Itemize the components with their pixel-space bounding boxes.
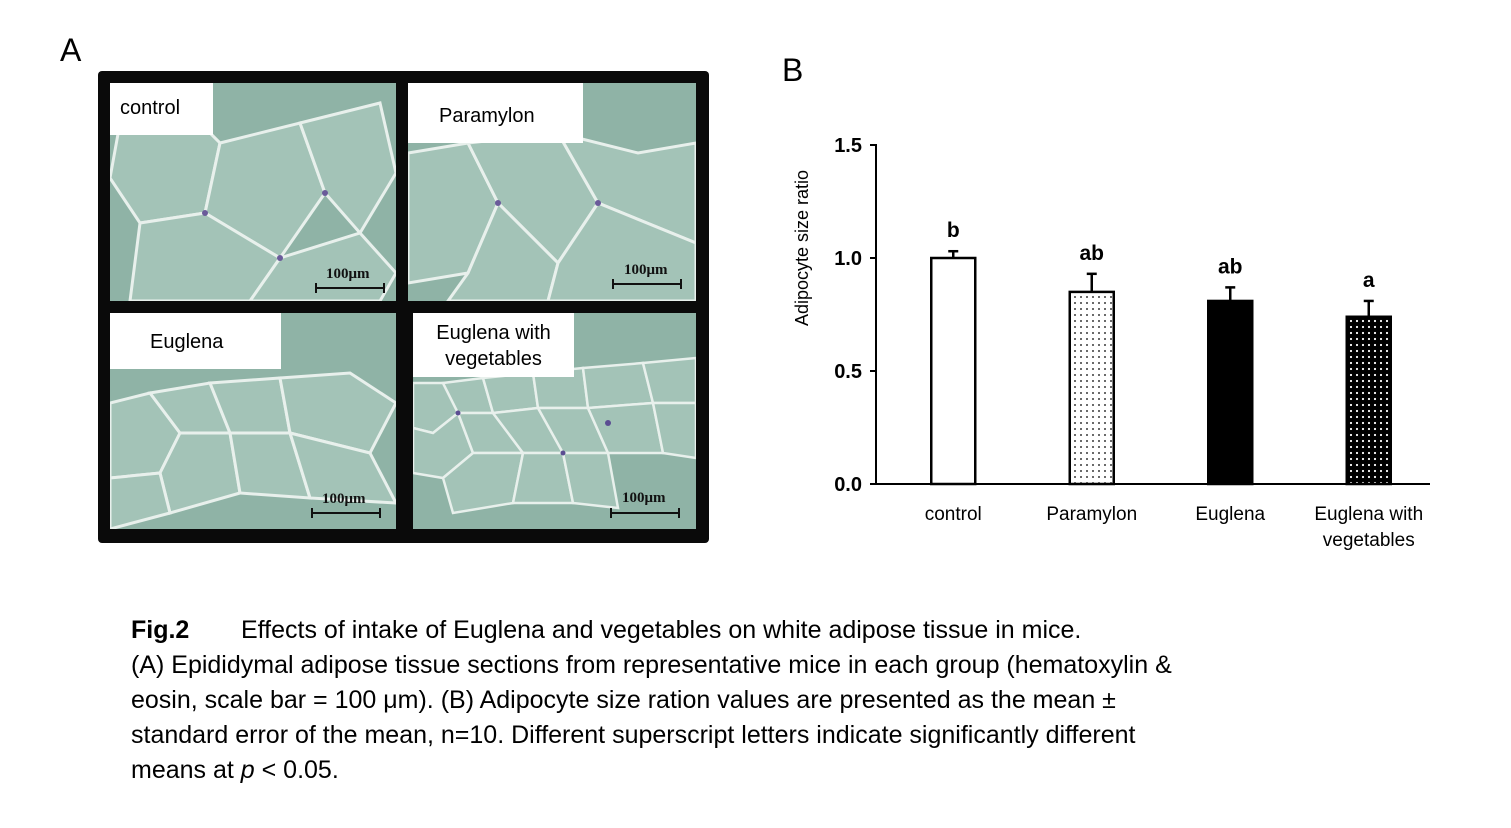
y-tick-label: 0.5 — [834, 361, 862, 383]
image-label-line: vegetables — [445, 348, 542, 370]
scale-bar — [315, 283, 385, 293]
caption-text: < 0.05. — [254, 756, 339, 784]
image-label-line: Euglena with — [436, 322, 551, 344]
scale-bar-label: 100μm — [624, 262, 668, 278]
caption-text: means at — [131, 756, 241, 784]
y-axis-label: Adipocyte size ratio — [792, 170, 812, 326]
x-axis: control Paramylon Euglena Euglena with veget… — [876, 483, 1430, 551]
x-tick-label: control — [925, 504, 982, 525]
image-label: Euglena — [110, 313, 281, 369]
bar — [930, 256, 977, 486]
figure-label: Fig.2 — [131, 616, 190, 644]
significance-label: ab — [1218, 255, 1243, 278]
scale-bar — [612, 279, 682, 289]
scale-bar-label: 100μm — [322, 491, 366, 507]
caption-title-line: Fig.2 Effects of intake of Euglena and ve… — [131, 613, 1391, 648]
panel-a-letter: A — [60, 32, 82, 68]
caption-line: (A) Epididymal adipose tissue sections f… — [131, 651, 1172, 679]
significance-label: ab — [1079, 242, 1104, 265]
x-tick-label: Euglena with — [1314, 504, 1423, 525]
image-label: Euglena with vegetables — [413, 313, 574, 377]
scale-bar — [311, 508, 381, 518]
panel-b-letter: B — [782, 52, 804, 88]
adipose-cells-image — [408, 130, 696, 301]
y-tick-label: 1.5 — [834, 135, 862, 157]
caption-line: eosin, scale bar = 100 μm). (B) Adipocyt… — [131, 686, 1116, 714]
bars: b ab ab a — [930, 219, 1392, 486]
significance-label: b — [947, 219, 960, 242]
adipose-cells-image — [413, 356, 696, 515]
y-tick-label: 0.0 — [834, 474, 862, 496]
y-tick-label: 1.0 — [834, 248, 862, 270]
figure-caption: Fig.2 Effects of intake of Euglena and ve… — [131, 613, 1391, 788]
micrograph-euglena-with-vegetables: Euglena with vegetables 100μm — [413, 313, 696, 529]
micrograph-paramylon: Paramylon 100μm — [408, 83, 696, 301]
micrograph-euglena: Euglena 100μm — [110, 313, 396, 529]
bar — [1068, 290, 1115, 486]
caption-line: means at p < 0.05. — [131, 753, 1391, 788]
x-tick-label: Euglena — [1195, 504, 1265, 525]
image-label: Paramylon — [408, 83, 583, 143]
adipose-cells-image — [110, 371, 396, 529]
significance-label: a — [1363, 269, 1375, 292]
x-tick-label: Paramylon — [1046, 504, 1137, 525]
adipose-cells-image — [110, 101, 396, 301]
bar — [1345, 315, 1392, 486]
scale-bar-label: 100μm — [326, 266, 370, 282]
bar — [1207, 299, 1254, 486]
image-label: control — [110, 83, 213, 135]
y-axis: 0.0 0.5 1.0 1.5 — [834, 135, 877, 496]
scale-bar-label: 100μm — [622, 490, 666, 506]
caption-title: Effects of intake of Euglena and vegetab… — [241, 616, 1082, 644]
caption-p-symbol: p — [240, 756, 255, 784]
micrograph-control: control 100μm — [110, 83, 396, 301]
x-tick-label: vegetables — [1323, 530, 1415, 551]
scale-bar — [610, 508, 680, 518]
bar-chart: 0.0 0.5 1.0 1.5 control Paramylon Euglena Eugl… — [792, 135, 1430, 551]
caption-line: standard error of the mean, n=10. Differ… — [131, 721, 1136, 749]
